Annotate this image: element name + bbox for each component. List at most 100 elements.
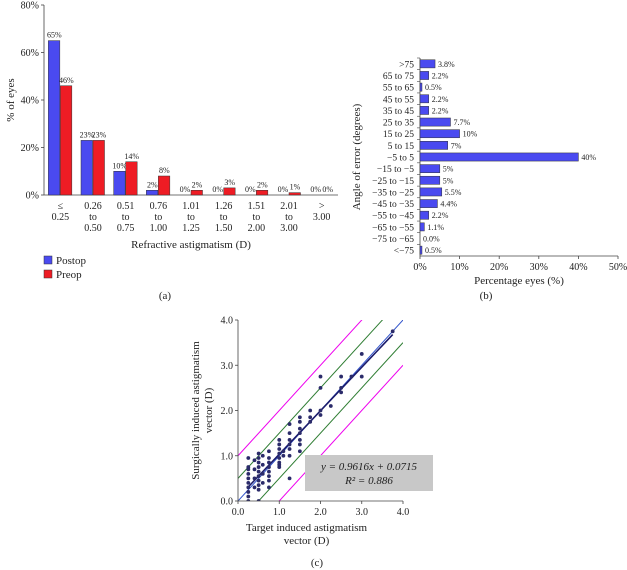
c-data-point xyxy=(256,487,261,492)
b-data-label: 1.1% xyxy=(427,223,444,232)
a-ytick-label: 20% xyxy=(21,143,39,154)
c-xtick-label: 4.0 xyxy=(397,507,410,518)
c-data-point xyxy=(252,458,257,463)
b-data-label: 7.7% xyxy=(453,118,470,127)
a-bar-postop xyxy=(146,190,159,196)
b-data-label: 2.2% xyxy=(432,211,449,220)
c-data-point xyxy=(246,476,251,481)
c-data-point xyxy=(256,456,261,460)
c-data-point xyxy=(267,478,271,483)
a-data-label: 0% xyxy=(245,185,256,194)
c-data-point xyxy=(267,465,271,469)
a-bar-preop xyxy=(125,161,138,196)
c-x-axis-title: Target induced astigmatism xyxy=(246,522,368,534)
c-data-point xyxy=(260,471,265,476)
b-bar xyxy=(419,187,443,197)
b-bar xyxy=(419,152,579,162)
b-y-axis-title: Angle of error (degrees) xyxy=(351,103,363,210)
c-data-point xyxy=(349,374,354,379)
a-bar-preop xyxy=(190,190,203,196)
a-x-axis-title: Refractive astigmatism (D) xyxy=(131,239,251,251)
c-plot-area xyxy=(238,320,403,501)
b-data-label: 0.5% xyxy=(425,83,442,92)
b-x-axis-title: Percentage eyes (%) xyxy=(474,275,564,287)
a-ytick-label: 40% xyxy=(21,96,39,107)
b-xtick-label: 50% xyxy=(609,262,627,273)
c-data-point xyxy=(267,456,271,460)
c-data-point xyxy=(308,415,313,420)
c-data-point xyxy=(297,426,302,431)
c-data-point xyxy=(256,478,261,483)
a-bar-postop xyxy=(113,171,126,196)
c-data-point xyxy=(308,419,313,424)
c-data-point xyxy=(277,438,282,442)
c-x-axis-title: vector (D) xyxy=(284,535,330,547)
c-r2-text: R² = 0.886 xyxy=(344,475,393,487)
c-data-point xyxy=(359,352,364,356)
a-data-label: 0% xyxy=(278,185,289,194)
b-bar xyxy=(419,82,423,92)
b-category-label: 35 to 45 xyxy=(383,107,414,117)
a-data-label: 46% xyxy=(59,76,74,85)
a-category-label: 1.26 xyxy=(215,201,233,212)
a-bar-preop xyxy=(256,190,269,196)
a-data-label: 23% xyxy=(80,130,95,139)
c-data-point xyxy=(308,408,313,413)
a-category-label: 0.51 xyxy=(117,201,135,212)
b-data-label: 2.2% xyxy=(432,95,449,104)
b-data-label: 5% xyxy=(443,176,454,185)
c-data-point xyxy=(318,408,323,413)
c-data-point xyxy=(339,390,344,395)
a-category-label: to xyxy=(154,212,162,223)
c-data-point xyxy=(390,329,395,334)
b-bar xyxy=(419,94,429,104)
c-data-point xyxy=(256,451,261,456)
b-category-label: 55 to 65 xyxy=(383,84,414,94)
a-category-label: to xyxy=(285,212,293,223)
c-band-line xyxy=(238,320,363,457)
a-bar-preop xyxy=(158,175,171,196)
b-data-label: 0.0% xyxy=(423,235,440,244)
a-ytick-label: 80% xyxy=(21,1,39,12)
c-xtick-label: 3.0 xyxy=(356,507,369,518)
c-data-point xyxy=(287,476,292,481)
c-data-point xyxy=(318,385,323,390)
a-ytick-label: 60% xyxy=(21,48,39,59)
c-data-point xyxy=(359,374,364,379)
a-category-label: 0.26 xyxy=(84,201,102,212)
b-category-label: −45 to −35 xyxy=(372,200,414,210)
a-category-label: 2.00 xyxy=(248,223,266,234)
c-data-point xyxy=(297,449,302,454)
c-data-point xyxy=(318,413,323,417)
b-data-label: 7% xyxy=(451,141,462,150)
b-category-label: 15 to 25 xyxy=(383,130,414,140)
a-ytick-label: 0% xyxy=(26,191,39,202)
a-bar-postop xyxy=(80,140,93,196)
c-data-point xyxy=(277,462,282,467)
a-data-label: 2% xyxy=(147,180,158,189)
a-bar-preop xyxy=(288,192,301,196)
a-data-label: 0% xyxy=(180,185,191,194)
a-data-label: 10% xyxy=(112,161,127,170)
c-ytick-label: 2.0 xyxy=(221,406,234,417)
c-data-point xyxy=(339,385,344,390)
b-category-label: 45 to 55 xyxy=(383,95,414,105)
c-y-axis-title: vector (D) xyxy=(203,387,215,433)
a-category-label: to xyxy=(89,212,97,223)
a-data-label: 14% xyxy=(124,152,139,161)
c-data-point xyxy=(281,453,286,458)
a-data-label: 0% xyxy=(212,185,223,194)
a-category-label: 1.51 xyxy=(248,201,266,212)
a-category-label: 2.01 xyxy=(280,201,298,212)
c-data-point xyxy=(246,481,251,485)
c-equation-text: y = 0.9616x + 0.0715 xyxy=(320,461,418,473)
a-bar-preop xyxy=(223,187,236,196)
c-data-point xyxy=(297,442,302,447)
b-category-label: <−75 xyxy=(394,247,414,257)
a-category-label: 0.50 xyxy=(84,223,102,234)
c-data-point xyxy=(256,483,261,488)
b-xtick-label: 0% xyxy=(413,262,426,273)
b-bar xyxy=(419,222,425,232)
c-data-point xyxy=(256,474,261,479)
